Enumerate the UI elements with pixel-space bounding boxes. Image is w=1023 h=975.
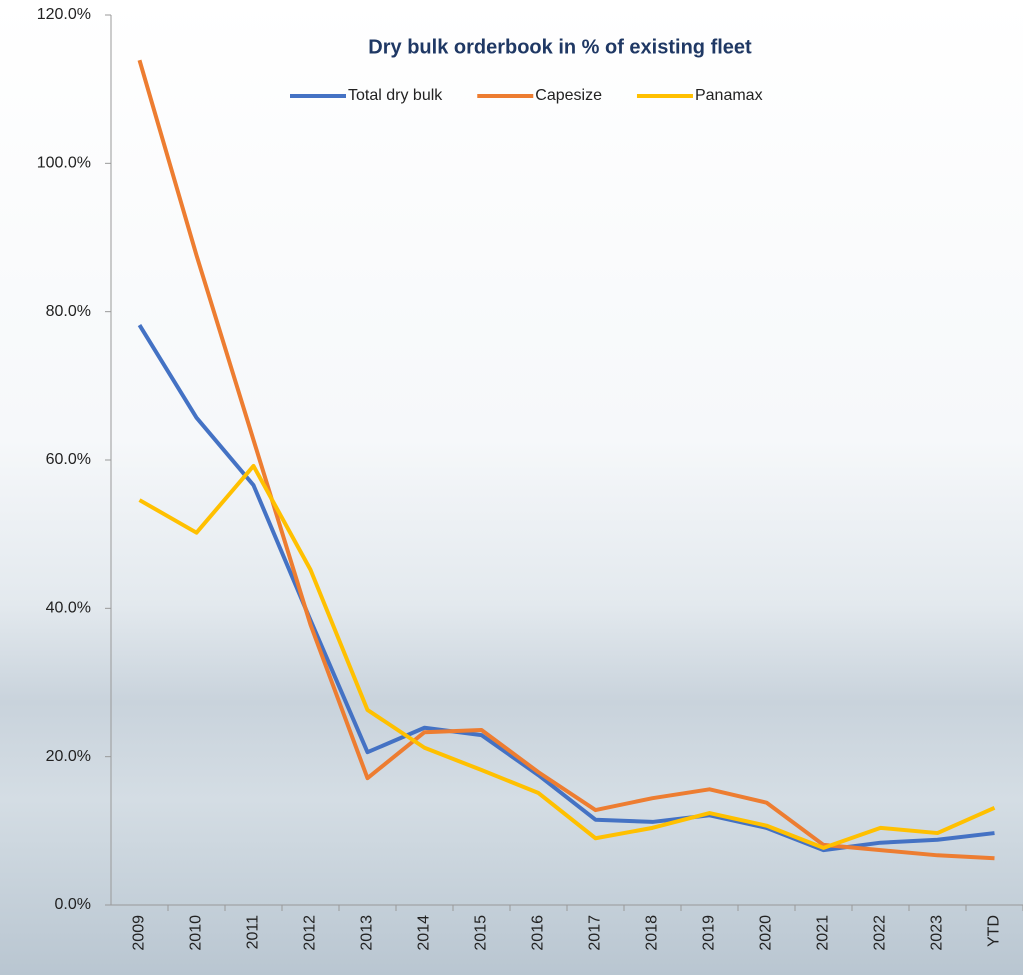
x-tick-label: 2023 <box>929 915 946 951</box>
y-tick-label: 20.0% <box>46 748 91 765</box>
series-line <box>140 60 995 858</box>
x-tick-label: YTD <box>986 915 1003 947</box>
y-tick-label: 100.0% <box>37 155 91 172</box>
y-tick-label: 40.0% <box>46 600 91 617</box>
y-tick-label: 120.0% <box>37 6 91 23</box>
x-tick-label: 2014 <box>416 915 433 951</box>
x-tick-label: 2010 <box>188 915 205 951</box>
x-tick-label: 2016 <box>530 915 547 951</box>
x-tick-label: 2009 <box>131 915 148 951</box>
chart-title: Dry bulk orderbook in % of existing flee… <box>368 36 752 58</box>
x-tick-label: 2015 <box>473 915 490 951</box>
y-tick-label: 60.0% <box>46 451 91 468</box>
x-tick-label: 2017 <box>587 915 604 951</box>
y-tick-label: 80.0% <box>46 303 91 320</box>
x-tick-label: 2012 <box>302 915 319 951</box>
series-line <box>140 325 995 850</box>
x-tick-label: 2011 <box>245 915 262 950</box>
legend-label: Total dry bulk <box>348 87 443 104</box>
x-tick-label: 2021 <box>815 915 832 951</box>
x-tick-label: 2019 <box>701 915 718 951</box>
chart: Dry bulk orderbook in % of existing flee… <box>0 0 1023 975</box>
legend-label: Capesize <box>535 87 602 104</box>
legend-label: Panamax <box>695 87 763 104</box>
x-tick-label: 2013 <box>359 915 376 951</box>
x-tick-label: 2022 <box>872 915 889 951</box>
x-tick-label: 2018 <box>644 915 661 951</box>
y-tick-label: 0.0% <box>55 896 91 913</box>
x-tick-label: 2020 <box>758 915 775 951</box>
